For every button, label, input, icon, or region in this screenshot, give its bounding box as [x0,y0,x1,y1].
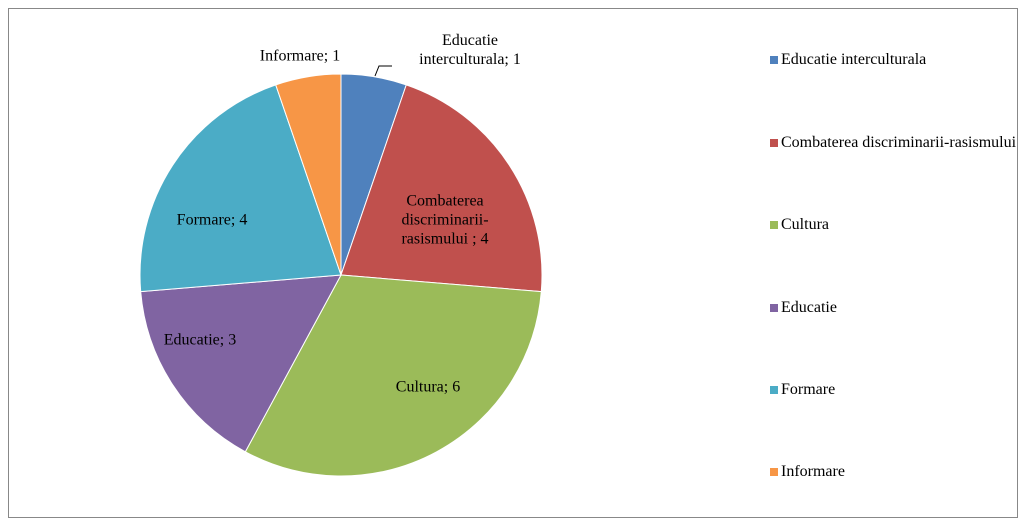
pie-slice [244,274,542,477]
data-label: Formare; 4 [176,211,248,229]
data-label: Educatie; 3 [163,331,237,349]
legend-swatch [770,468,778,476]
legend-swatch [770,56,778,64]
legend-label: Combaterea discriminarii-rasismului [781,134,1017,151]
data-label: Cultura; 6 [395,378,461,396]
leader-line [374,65,392,77]
pie-slice [140,274,342,453]
legend-swatch [770,386,778,394]
pie-slice [275,73,342,276]
pie-slice [139,84,342,293]
legend-swatch [770,221,778,229]
data-label: Educatie interculturala; 1 [419,32,521,68]
legend-label: Educatie [781,299,837,316]
legend-label: Educatie interculturala [781,51,927,68]
data-label: Informare; 1 [259,47,341,65]
legend-swatch [770,139,778,147]
legend-label: Formare [781,381,836,398]
legend-label: Cultura [781,216,829,233]
legend-swatch [770,304,778,312]
legend-label: Informare [781,463,845,480]
data-label: Combaterea discriminarii-rasismului ; 4 [401,192,489,248]
pie-slice [340,84,543,293]
